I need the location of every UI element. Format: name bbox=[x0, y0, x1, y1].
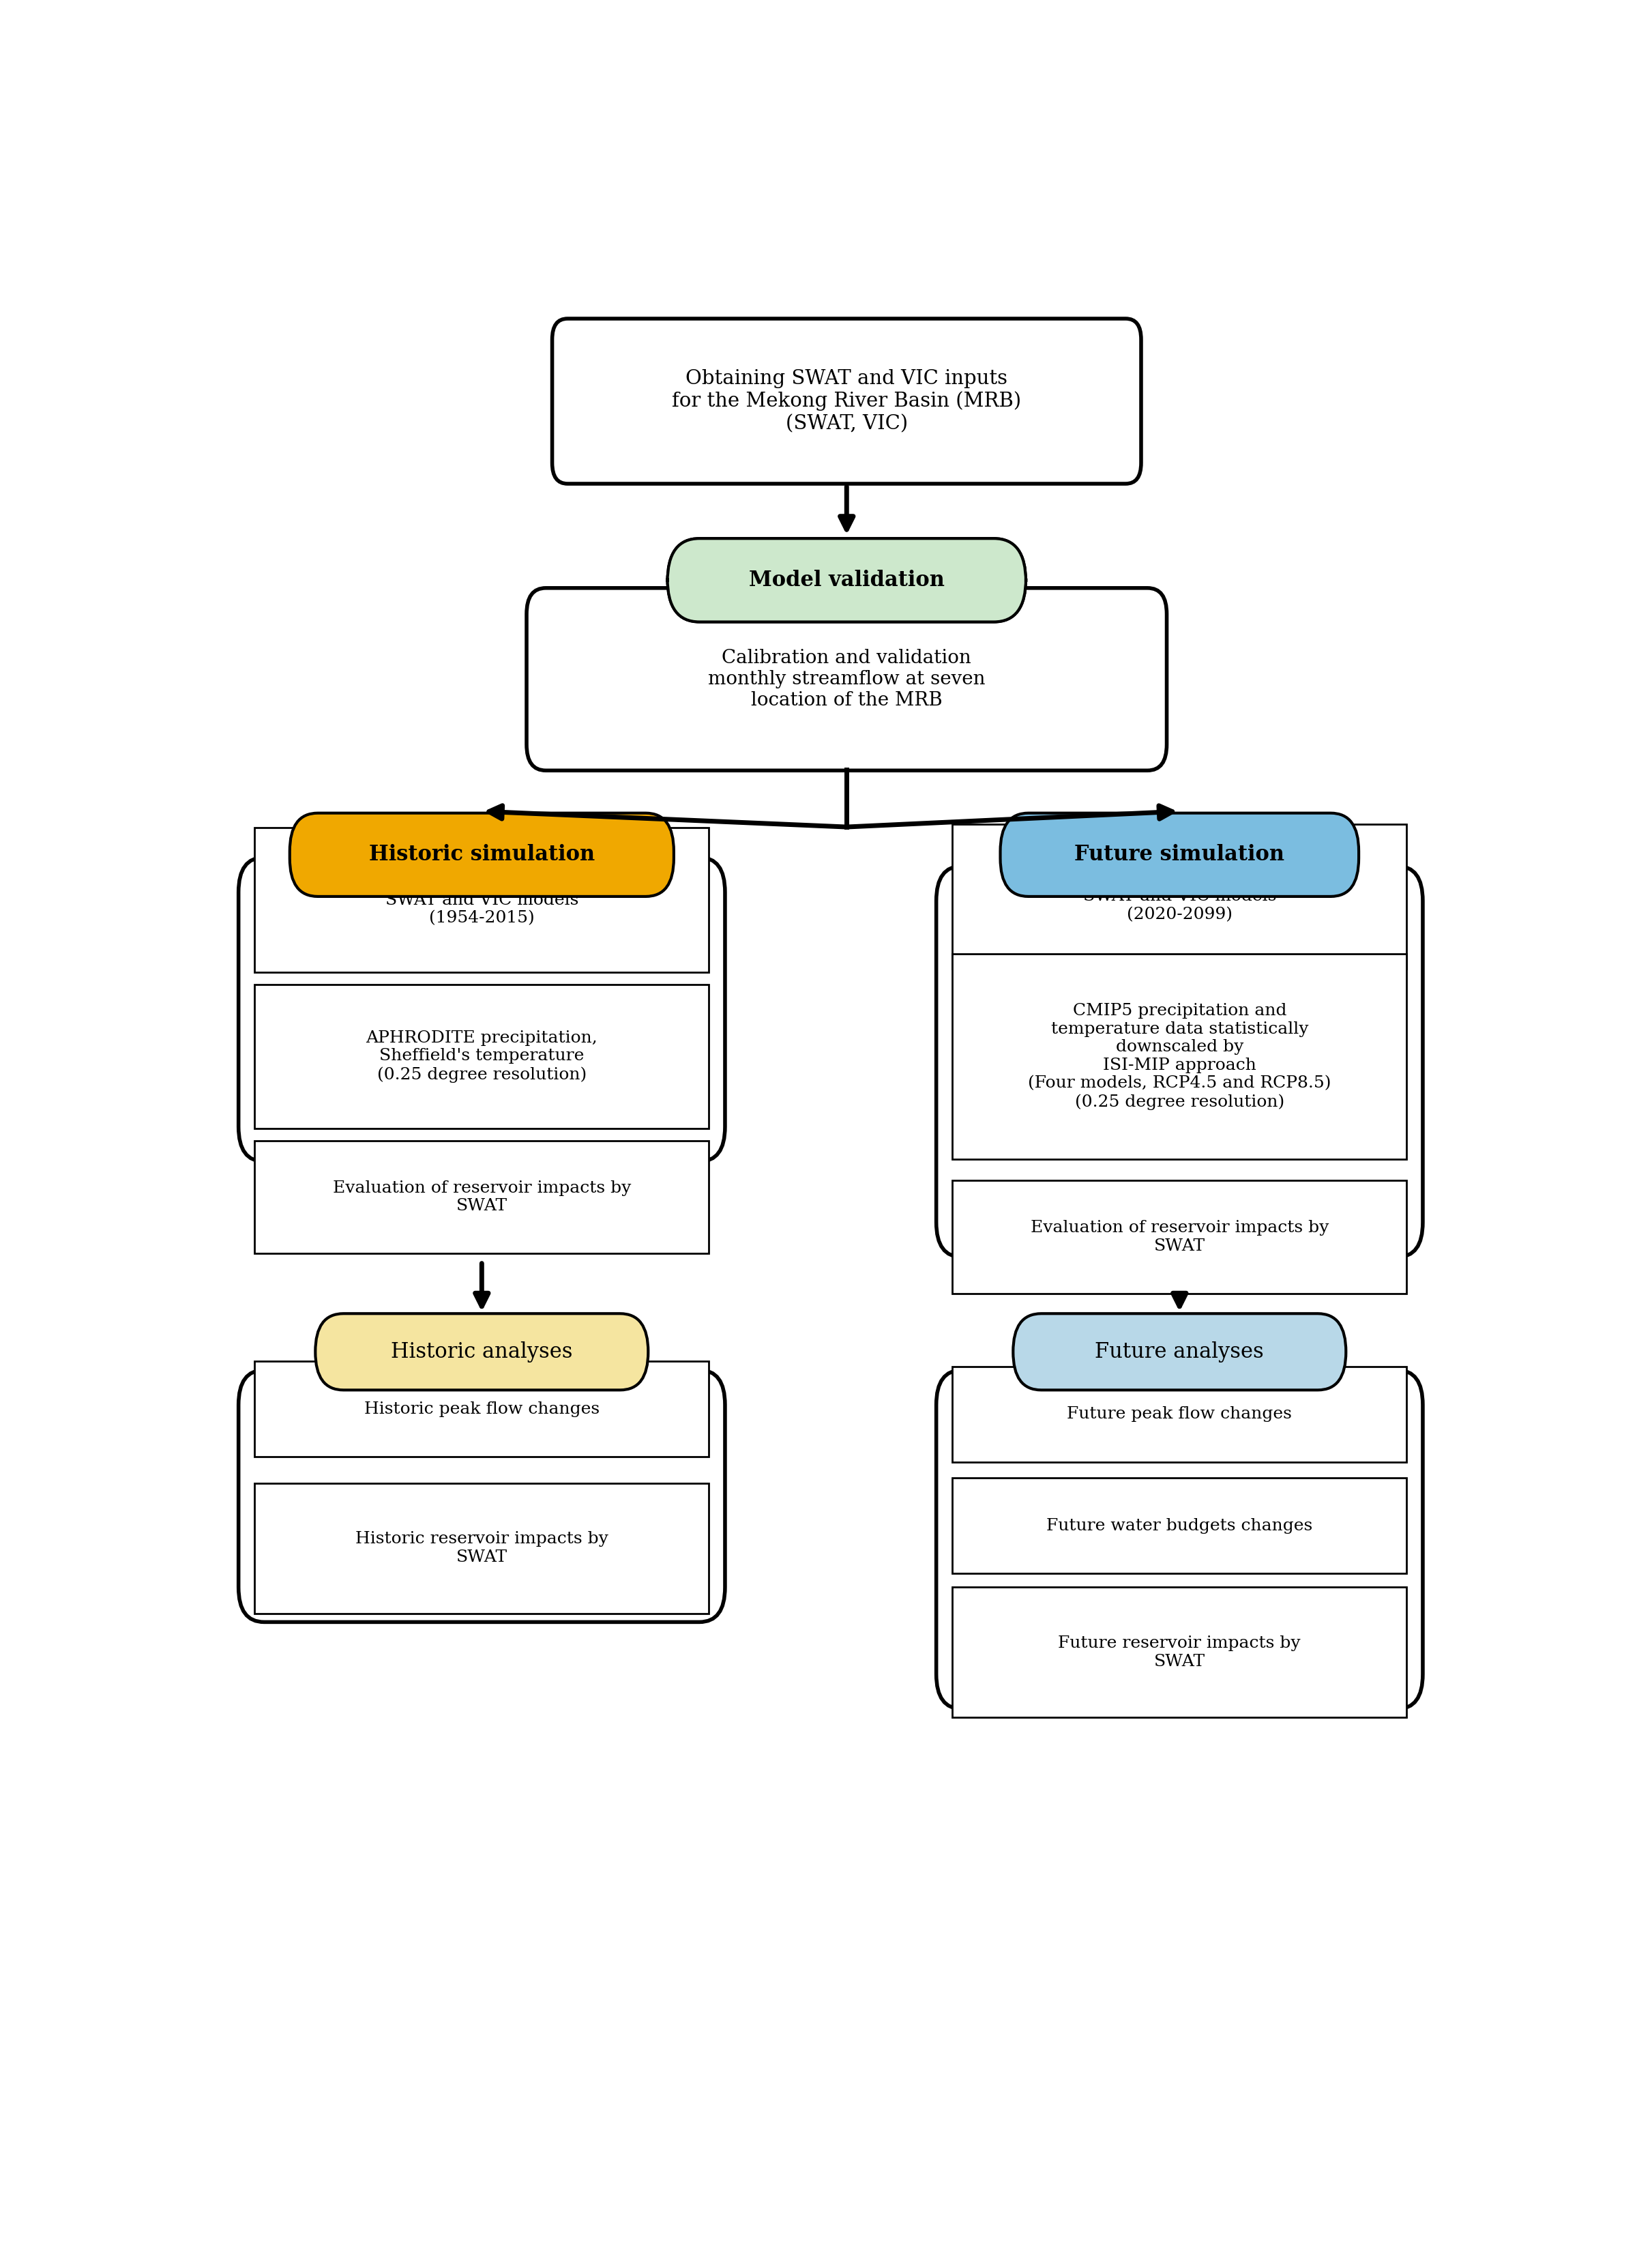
FancyBboxPatch shape bbox=[238, 858, 725, 1162]
Bar bbox=[254, 1361, 709, 1458]
Bar bbox=[952, 1587, 1408, 1718]
FancyBboxPatch shape bbox=[667, 539, 1026, 623]
Text: Future water budgets changes: Future water budgets changes bbox=[1046, 1517, 1313, 1533]
FancyBboxPatch shape bbox=[238, 1370, 725, 1623]
Text: Historic reservoir impacts by
SWAT: Historic reservoir impacts by SWAT bbox=[355, 1530, 608, 1564]
Text: Future simulation: Future simulation bbox=[1074, 844, 1285, 864]
Text: Obtaining SWAT and VIC inputs
for the Mekong River Basin (MRB)
(SWAT, VIC): Obtaining SWAT and VIC inputs for the Me… bbox=[672, 370, 1021, 433]
Bar bbox=[952, 1365, 1408, 1463]
Bar bbox=[254, 984, 709, 1128]
FancyBboxPatch shape bbox=[289, 813, 674, 896]
FancyBboxPatch shape bbox=[316, 1314, 648, 1390]
Text: Evaluation of reservoir impacts by
SWAT: Evaluation of reservoir impacts by SWAT bbox=[1031, 1221, 1328, 1255]
FancyBboxPatch shape bbox=[937, 867, 1422, 1257]
Text: Historic simulation: Historic simulation bbox=[368, 844, 595, 864]
FancyBboxPatch shape bbox=[552, 318, 1142, 483]
Bar bbox=[952, 955, 1408, 1158]
Text: Historic analyses: Historic analyses bbox=[392, 1341, 573, 1363]
Text: Model validation: Model validation bbox=[748, 569, 945, 591]
Bar bbox=[254, 828, 709, 973]
Bar bbox=[254, 1140, 709, 1253]
Bar bbox=[952, 1180, 1408, 1293]
Bar bbox=[254, 1483, 709, 1614]
Text: Historic streamflow simulation of
SWAT and VIC models
(1954-2015): Historic streamflow simulation of SWAT a… bbox=[337, 873, 626, 925]
Bar bbox=[952, 1478, 1408, 1573]
Text: APHRODITE precipitation,
Sheffield's temperature
(0.25 degree resolution): APHRODITE precipitation, Sheffield's tem… bbox=[365, 1029, 598, 1083]
Text: Historic peak flow changes: Historic peak flow changes bbox=[363, 1402, 600, 1417]
Text: Calibration and validation
monthly streamflow at seven
location of the MRB: Calibration and validation monthly strea… bbox=[709, 648, 985, 709]
FancyBboxPatch shape bbox=[527, 589, 1166, 770]
Text: Future peak flow changes: Future peak flow changes bbox=[1067, 1406, 1292, 1422]
Text: Future analyses: Future analyses bbox=[1095, 1341, 1264, 1363]
Bar bbox=[952, 824, 1408, 968]
Text: Evaluation of reservoir impacts by
SWAT: Evaluation of reservoir impacts by SWAT bbox=[332, 1180, 631, 1214]
Text: Future  streamflow  simulation of
SWAT and VIC models
(2020-2099): Future streamflow simulation of SWAT and… bbox=[1034, 871, 1325, 923]
FancyBboxPatch shape bbox=[937, 1370, 1422, 1709]
FancyBboxPatch shape bbox=[1013, 1314, 1346, 1390]
Text: Model validation: Model validation bbox=[748, 569, 945, 591]
FancyBboxPatch shape bbox=[1001, 813, 1360, 896]
FancyBboxPatch shape bbox=[667, 539, 1026, 623]
Text: CMIP5 precipitation and
temperature data statistically
downscaled by
ISI-MIP app: CMIP5 precipitation and temperature data… bbox=[1028, 1002, 1332, 1110]
Text: Future reservoir impacts by
SWAT: Future reservoir impacts by SWAT bbox=[1059, 1636, 1300, 1670]
